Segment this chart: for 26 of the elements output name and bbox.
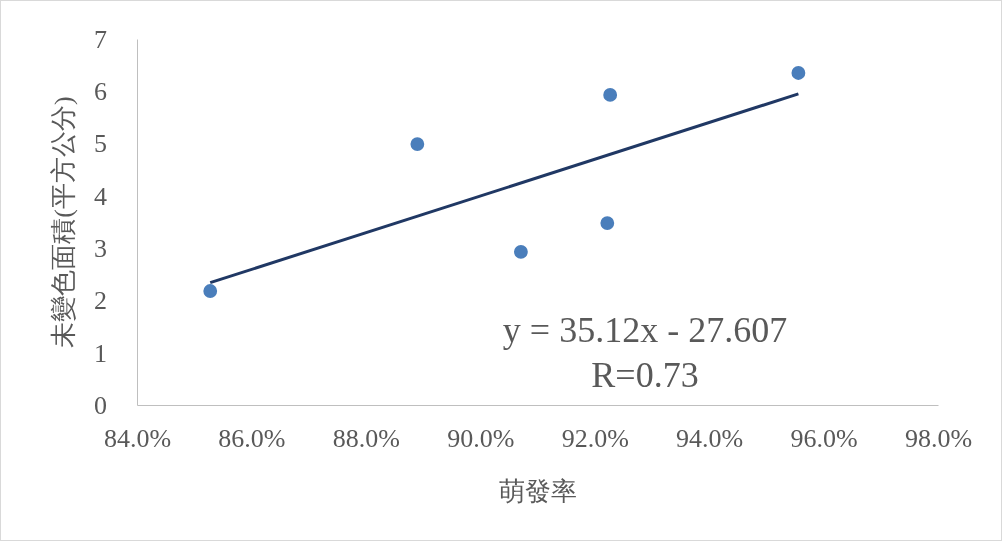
annotation: R=0.73 [591, 355, 699, 395]
point [791, 66, 806, 80]
annotation: y = 35.12x - 27.607 [502, 310, 788, 350]
y-tick-label: 5 [94, 129, 107, 159]
point [514, 244, 528, 259]
y-tick-label: 0 [94, 390, 107, 420]
x-tick-label: 94.0% [676, 424, 744, 454]
x-tick-label: 88.0% [332, 424, 400, 454]
point [600, 216, 615, 230]
x-tick-label: 98.0% [904, 424, 973, 454]
y-axis-title: 未變色面積(平方公分) [49, 96, 78, 348]
y-tick-label: 2 [94, 286, 107, 316]
x-tick-label: 96.0% [790, 424, 858, 454]
x-tick-label: 84.0% [103, 424, 172, 454]
y-tick-label: 7 [94, 24, 107, 54]
y-tick-label: 1 [94, 338, 107, 368]
x-tick-label: 90.0% [447, 424, 515, 454]
y-tick-label: 3 [94, 233, 107, 263]
point [203, 284, 218, 298]
point [603, 88, 618, 102]
y-tick-label: 6 [94, 77, 107, 107]
x-tick-label: 92.0% [561, 424, 629, 454]
point [410, 137, 425, 151]
x-axis-title: 萌發率 [498, 477, 577, 506]
x-tick-label: 86.0% [218, 424, 286, 454]
y-tick-label: 4 [94, 181, 107, 211]
